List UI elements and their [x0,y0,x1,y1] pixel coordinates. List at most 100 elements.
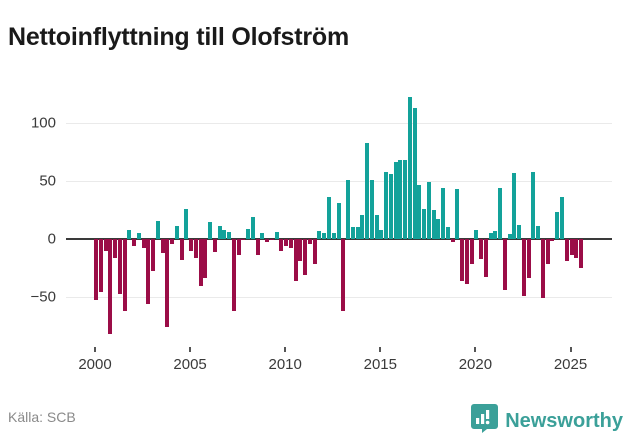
bar-2025Q3 [579,239,583,268]
bar-2003Q2 [155,220,160,239]
bar-2010Q2 [288,239,293,249]
bar-2025Q2 [574,239,579,258]
bar-2024Q1 [550,239,555,242]
bar-2002Q4 [146,239,151,304]
x-tick-2000 [94,347,96,352]
bar-2011Q4 [317,230,322,239]
bar-2015Q4 [393,161,398,239]
newsworthy-wordmark: Newsworthy [505,409,623,432]
bar-2004Q2 [174,226,179,239]
bar-2016Q1 [398,160,403,239]
y-tick-label-50: 50 [39,172,56,190]
bar-2014Q4 [374,214,379,239]
bar-2019Q4 [469,239,474,265]
bar-2018Q2 [441,188,446,239]
bar-2004Q3 [179,239,184,260]
bar-2015Q2 [384,171,389,239]
bar-2024Q3 [559,197,564,239]
y-tick-label-0: 0 [47,230,56,248]
bar-2010Q4 [298,239,303,261]
bar-2007Q1 [227,232,232,239]
bar-2016Q3 [407,96,412,239]
source-label: Källa: SCB [8,409,76,425]
bar-2023Q3 [540,239,545,298]
bar-2011Q2 [307,239,312,244]
bar-2001Q1 [113,239,118,258]
bar-2014Q1 [360,214,365,239]
x-tick-2020 [474,347,477,352]
bar-2010Q3 [293,239,298,281]
bar-2020Q1 [474,229,479,239]
bar-2005Q3 [198,239,203,287]
bar-2012Q4 [336,203,341,239]
bar-2021Q3 [502,239,507,290]
x-tick-label-2025: 2025 [553,356,588,373]
bar-2006Q2 [212,239,217,252]
bar-2012Q1 [322,233,327,239]
bar-2003Q1 [151,239,156,272]
newsworthy-badge-icon [471,404,499,438]
bar-2011Q3 [312,239,317,265]
bar-2006Q4 [222,229,227,239]
y-tick-label-100: 100 [30,114,56,132]
bar-2005Q2 [193,239,198,258]
bar-2016Q2 [403,160,408,239]
bar-2008Q2 [250,217,255,239]
bar-2014Q3 [369,180,374,239]
bar-2007Q3 [236,239,241,256]
bar-2020Q3 [483,239,488,278]
bar-2000Q2 [98,239,103,293]
gridline-100 [66,123,612,125]
bar-2009Q4 [279,239,284,251]
bar-2005Q4 [203,239,208,279]
bar-2002Q1 [132,239,137,246]
x-tick-2005 [189,347,192,352]
bar-2000Q1 [94,239,98,301]
x-tick-2015 [379,347,382,352]
bar-2020Q2 [479,239,484,259]
bar-2000Q4 [108,239,113,334]
bar-2024Q2 [555,212,560,239]
bar-2004Q1 [170,239,175,244]
gridline-50 [66,181,612,183]
bar-2018Q3 [445,227,450,239]
bar-2016Q4 [412,108,417,239]
bar-2009Q3 [274,232,279,239]
bar-2019Q2 [460,239,465,281]
bar-2002Q3 [141,239,146,249]
bar-2012Q2 [327,197,331,239]
page-title: Nettoinflyttning till Olofström [8,22,349,51]
bar-2013Q1 [341,239,346,311]
bar-2011Q1 [303,239,308,275]
bar-2018Q4 [450,239,455,243]
bar-2017Q1 [417,184,422,239]
bar-2005Q1 [189,239,194,251]
bar-2022Q4 [526,239,531,279]
bar-2009Q1 [265,239,270,243]
bar-2008Q3 [255,239,260,256]
bar-2003Q3 [160,239,165,253]
bar-2014Q2 [365,143,370,239]
bar-2017Q2 [422,208,427,239]
x-tick-label-2020: 2020 [458,356,493,373]
bar-2001Q4 [127,229,132,239]
bar-2021Q2 [498,188,503,239]
bar-2015Q1 [379,229,384,239]
bar-2020Q4 [488,233,493,239]
bar-2013Q4 [355,227,360,239]
bar-2001Q3 [122,239,127,311]
bar-2023Q4 [545,239,550,265]
bar-2012Q3 [331,233,336,239]
bar-2006Q1 [208,221,213,239]
bar-2022Q2 [517,225,522,239]
x-tick-label-2005: 2005 [173,356,207,373]
bar-2008Q1 [246,228,251,239]
bar-2015Q3 [388,174,393,239]
y-tick-label--50: −50 [30,288,56,306]
bar-2006Q3 [217,226,222,239]
bar-2001Q2 [117,239,122,295]
x-tick-2025 [569,347,572,352]
bar-2009Q2 [269,239,274,241]
bar-2003Q4 [165,239,170,327]
